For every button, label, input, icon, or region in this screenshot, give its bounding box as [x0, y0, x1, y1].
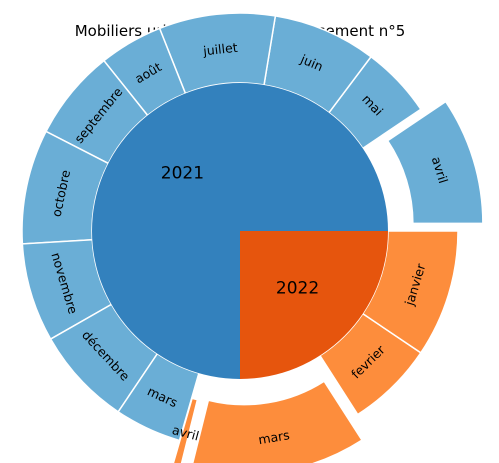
outer-ring [21, 12, 484, 463]
year-label-2022: 2022 [276, 279, 319, 299]
year-slice-2022 [240, 231, 388, 379]
month-label-2022-mars: mars [257, 427, 291, 447]
month-label-2021-juillet: juillet [201, 40, 238, 59]
year-label-2021: 2021 [161, 163, 204, 183]
month-slice-2021-avril [386, 100, 484, 225]
inner-ring [92, 83, 388, 379]
inner-labels: 2021 2022 [161, 163, 319, 298]
month-slice-2022-mars [191, 380, 363, 463]
month-label-2022-avril: avril [171, 422, 201, 444]
month-slice-2022-avril [172, 397, 199, 463]
